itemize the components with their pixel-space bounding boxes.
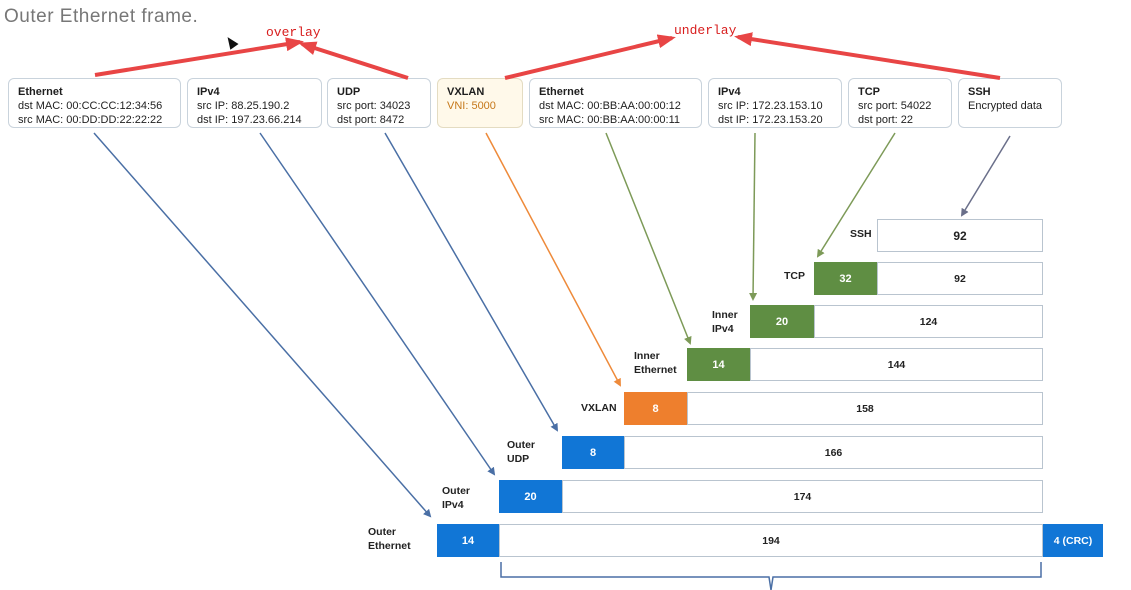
box-line: Encrypted data — [968, 100, 1042, 112]
layer-label-outer-ipv4: Outer IPv4 — [442, 485, 471, 511]
box-inner-ipv4: IPv4 src IP: 172.23.153.10 dst IP: 172.2… — [708, 78, 842, 128]
outer-udp-payload-segment: 166 — [624, 436, 1043, 469]
layer-label-outer-udp: Outer UDP — [507, 439, 536, 465]
box-title: IPv4 — [718, 86, 741, 98]
layer-label-ssh: SSH — [850, 228, 872, 240]
layer-label-outer-ethernet: Outer Ethernet — [368, 526, 411, 552]
box-line: src IP: 88.25.190.2 — [197, 100, 290, 112]
arrow-outer-ethernet — [93, 132, 432, 518]
box-title: SSH — [968, 86, 991, 98]
box-line: dst IP: 197.23.66.214 — [197, 114, 302, 126]
box-line: src MAC: 00:DD:DD:22:22:22 — [18, 114, 163, 126]
box-vxlan: VXLAN VNI: 5000 — [437, 78, 523, 128]
box-line: src port: 34023 — [337, 100, 411, 112]
crc-trailer-segment: 4 (CRC) — [1043, 524, 1103, 557]
vxlan-payload-segment: 158 — [687, 392, 1043, 425]
arrow-inner-ipv4 — [749, 132, 758, 301]
underlay-annotation-arrows — [504, 32, 1001, 80]
box-title: Ethernet — [18, 86, 63, 98]
box-title: TCP — [858, 86, 880, 98]
box-line: dst MAC: 00:BB:AA:00:00:12 — [539, 100, 681, 112]
vxlan-header-segment: 8 — [624, 392, 687, 425]
inner-ipv4-payload-segment: 124 — [814, 305, 1043, 338]
box-inner-ethernet: Ethernet dst MAC: 00:BB:AA:00:00:12 src … — [529, 78, 702, 128]
outer-udp-header-segment: 8 — [562, 436, 624, 469]
box-line: src IP: 172.23.153.10 — [718, 100, 823, 112]
box-line: src port: 54022 — [858, 100, 932, 112]
box-line: VNI: 5000 — [447, 100, 496, 112]
box-title: IPv4 — [197, 86, 220, 98]
box-outer-ethernet: Ethernet dst MAC: 00:CC:CC:12:34:56 src … — [8, 78, 181, 128]
underlay-annotation: underlay — [674, 23, 737, 38]
page-title: Outer Ethernet frame. — [4, 6, 199, 27]
inner-ethernet-payload-segment: 144 — [750, 348, 1043, 381]
box-line: dst port: 8472 — [337, 114, 405, 126]
inner-ipv4-header-segment: 20 — [750, 305, 814, 338]
outer-ipv4-header-segment: 20 — [499, 480, 562, 513]
box-title: VXLAN — [447, 86, 485, 98]
box-ssh: SSH Encrypted data — [958, 78, 1062, 128]
overlay-annotation-arrows — [94, 37, 409, 80]
outer-ipv4-payload-segment: 174 — [562, 480, 1043, 513]
outer-ethernet-header-segment: 14 — [437, 524, 499, 557]
box-outer-ipv4: IPv4 src IP: 88.25.190.2 dst IP: 197.23.… — [187, 78, 322, 128]
layer-label-vxlan: VXLAN — [581, 402, 617, 414]
layer-label-tcp: TCP — [784, 270, 805, 282]
box-line: dst MAC: 00:CC:CC:12:34:56 — [18, 100, 163, 112]
inner-ethernet-header-segment: 14 — [687, 348, 750, 381]
frame-brace — [500, 562, 1042, 590]
layer-label-inner-ethernet: Inner Ethernet — [634, 350, 677, 376]
box-title: UDP — [337, 86, 361, 98]
overlay-annotation: overlay — [266, 25, 321, 40]
arrow-tcp — [816, 132, 896, 258]
box-outer-udp: UDP src port: 34023 dst port: 8472 — [327, 78, 431, 128]
box-line: dst IP: 172.23.153.20 — [718, 114, 823, 126]
arrow-inner-ethernet — [605, 132, 692, 345]
ssh-payload-segment: 92 — [877, 219, 1043, 252]
tcp-payload-segment: 92 — [877, 262, 1043, 295]
box-title: Ethernet — [539, 86, 584, 98]
arrow-outer-udp — [384, 132, 559, 432]
tcp-header-segment: 32 — [814, 262, 877, 295]
arrow-ssh — [960, 135, 1011, 217]
layer-label-inner-ipv4: Inner IPv4 — [712, 309, 738, 335]
outer-ethernet-payload-segment: 194 — [499, 524, 1043, 557]
arrow-outer-ipv4 — [259, 132, 496, 476]
box-line: dst port: 22 — [858, 114, 914, 126]
box-line: src MAC: 00:BB:AA:00:00:11 — [539, 114, 681, 126]
arrow-vxlan — [485, 132, 621, 387]
box-inner-tcp: TCP src port: 54022 dst port: 22 — [848, 78, 952, 128]
